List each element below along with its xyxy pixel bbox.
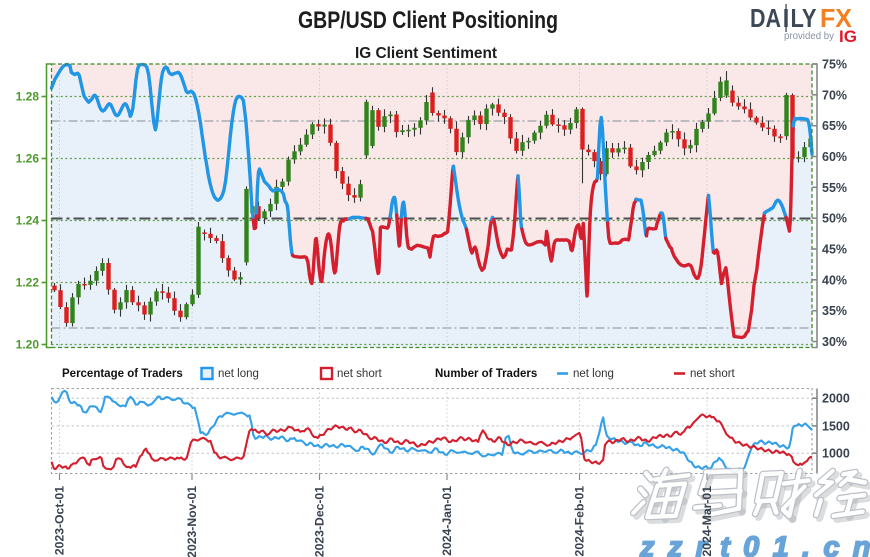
svg-text:30%: 30%	[822, 335, 847, 349]
svg-text:1000: 1000	[822, 447, 850, 461]
svg-text:1500: 1500	[822, 419, 850, 433]
svg-text:GBP/USD Client Positioning: GBP/USD Client Positioning	[298, 7, 558, 34]
svg-text:DA: DA	[750, 3, 781, 33]
svg-text:2024-Mar-01: 2024-Mar-01	[700, 486, 714, 557]
svg-text:net short: net short	[690, 368, 736, 380]
svg-text:2023-Oct-01: 2023-Oct-01	[53, 486, 67, 555]
svg-text:65%: 65%	[822, 119, 847, 133]
svg-text:1.26: 1.26	[16, 152, 40, 166]
svg-text:Number of Traders: Number of Traders	[435, 368, 537, 380]
svg-text:zzrt01.cn: zzrt01.cn	[639, 532, 870, 557]
svg-text:2023-Dec-01: 2023-Dec-01	[313, 486, 327, 557]
svg-text:net long: net long	[573, 368, 614, 380]
svg-text:60%: 60%	[822, 150, 847, 164]
svg-text:40%: 40%	[822, 273, 847, 287]
svg-text:net short: net short	[337, 368, 383, 380]
svg-text:provided by: provided by	[784, 31, 834, 42]
svg-text:35%: 35%	[822, 304, 847, 318]
svg-text:net long: net long	[218, 368, 259, 380]
svg-text:45%: 45%	[822, 243, 847, 257]
svg-text:1.24: 1.24	[16, 214, 40, 228]
svg-text:1.28: 1.28	[16, 90, 40, 104]
svg-text:2023-Nov-01: 2023-Nov-01	[185, 486, 199, 557]
svg-text:IG: IG	[839, 27, 857, 46]
svg-text:2024-Feb-01: 2024-Feb-01	[573, 486, 587, 557]
svg-text:2024-Jan-01: 2024-Jan-01	[440, 486, 454, 556]
svg-text:75%: 75%	[822, 58, 847, 72]
svg-text:70%: 70%	[822, 88, 847, 102]
svg-text:1.22: 1.22	[16, 276, 40, 290]
svg-text:1.20: 1.20	[16, 338, 40, 352]
svg-text:2000: 2000	[822, 392, 850, 406]
svg-text:IG Client Sentiment: IG Client Sentiment	[355, 45, 498, 62]
svg-text:FX: FX	[820, 3, 853, 33]
svg-text:LY: LY	[791, 3, 817, 33]
svg-text:zzrt01.cn: zzrt01.cn	[639, 532, 870, 557]
svg-text:55%: 55%	[822, 181, 847, 195]
svg-text:50%: 50%	[822, 212, 847, 226]
svg-text:Percentage of Traders: Percentage of Traders	[62, 368, 183, 380]
